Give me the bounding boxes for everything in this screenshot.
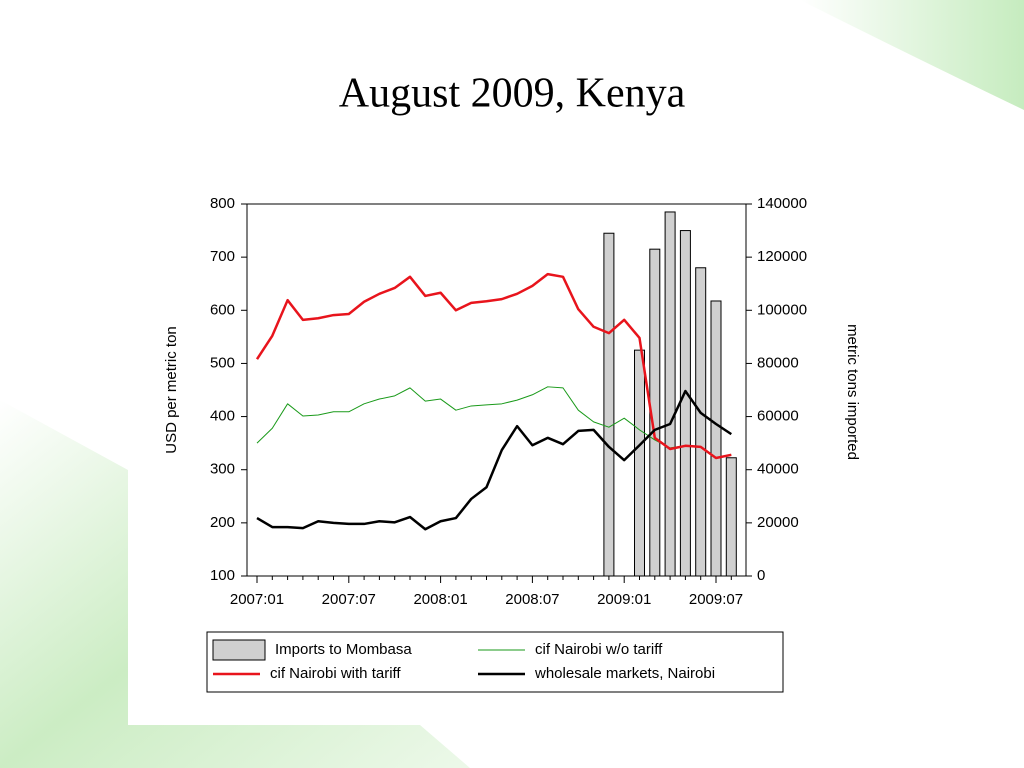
bar bbox=[710, 300, 722, 577]
y-tick-label: 800 bbox=[210, 195, 235, 212]
x-tick-label: 2007:07 bbox=[322, 591, 376, 608]
y-tick-label: 200 bbox=[210, 514, 235, 531]
y-tick-label: 400 bbox=[210, 408, 235, 425]
x-tick-label: 2008:01 bbox=[413, 591, 467, 608]
y2-tick-label: 40000 bbox=[757, 461, 799, 478]
line bbox=[256, 386, 732, 459]
y-tick-label: 700 bbox=[210, 248, 235, 265]
y2-tick-label: 100000 bbox=[757, 301, 807, 318]
y2-tick-label: 60000 bbox=[757, 408, 799, 425]
bar bbox=[603, 232, 615, 577]
legend bbox=[206, 631, 784, 693]
bar bbox=[634, 349, 645, 577]
chart-title: August 2009, Kenya bbox=[339, 71, 686, 117]
line bbox=[256, 389, 732, 531]
decoration bbox=[800, 0, 1024, 110]
y2-tick-label: 140000 bbox=[757, 195, 807, 212]
legend-swatch bbox=[212, 639, 266, 661]
y2-axis-label: metric tons imported bbox=[844, 324, 861, 460]
y2-tick-label: 0 bbox=[757, 567, 765, 584]
plot-area bbox=[247, 204, 746, 576]
legend-label: wholesale markets, Nairobi bbox=[534, 665, 715, 682]
y-tick-label: 600 bbox=[210, 301, 235, 318]
y2-tick-label: 80000 bbox=[757, 354, 799, 371]
y-tick-label: 300 bbox=[210, 461, 235, 478]
x-tick-label: 2009:01 bbox=[597, 591, 651, 608]
bar bbox=[679, 230, 691, 577]
line bbox=[255, 272, 732, 460]
decoration bbox=[0, 400, 470, 768]
bar bbox=[664, 211, 676, 577]
bar bbox=[725, 457, 737, 577]
plot-frame bbox=[246, 203, 747, 577]
x-tick-label: 2007:01 bbox=[230, 591, 284, 608]
legend-label: Imports to Mombasa bbox=[275, 641, 412, 658]
bar bbox=[695, 267, 707, 577]
legend-label: cif Nairobi with tariff bbox=[270, 665, 401, 682]
y-axis-label: USD per metric ton bbox=[163, 326, 180, 454]
y-tick-label: 500 bbox=[210, 354, 235, 371]
y2-tick-label: 120000 bbox=[757, 248, 807, 265]
legend-label: cif Nairobi w/o tariff bbox=[535, 641, 663, 658]
y-tick-label: 100 bbox=[210, 567, 235, 584]
x-tick-label: 2008:07 bbox=[505, 591, 559, 608]
y2-tick-label: 20000 bbox=[757, 514, 799, 531]
x-tick-label: 2009:07 bbox=[689, 591, 743, 608]
